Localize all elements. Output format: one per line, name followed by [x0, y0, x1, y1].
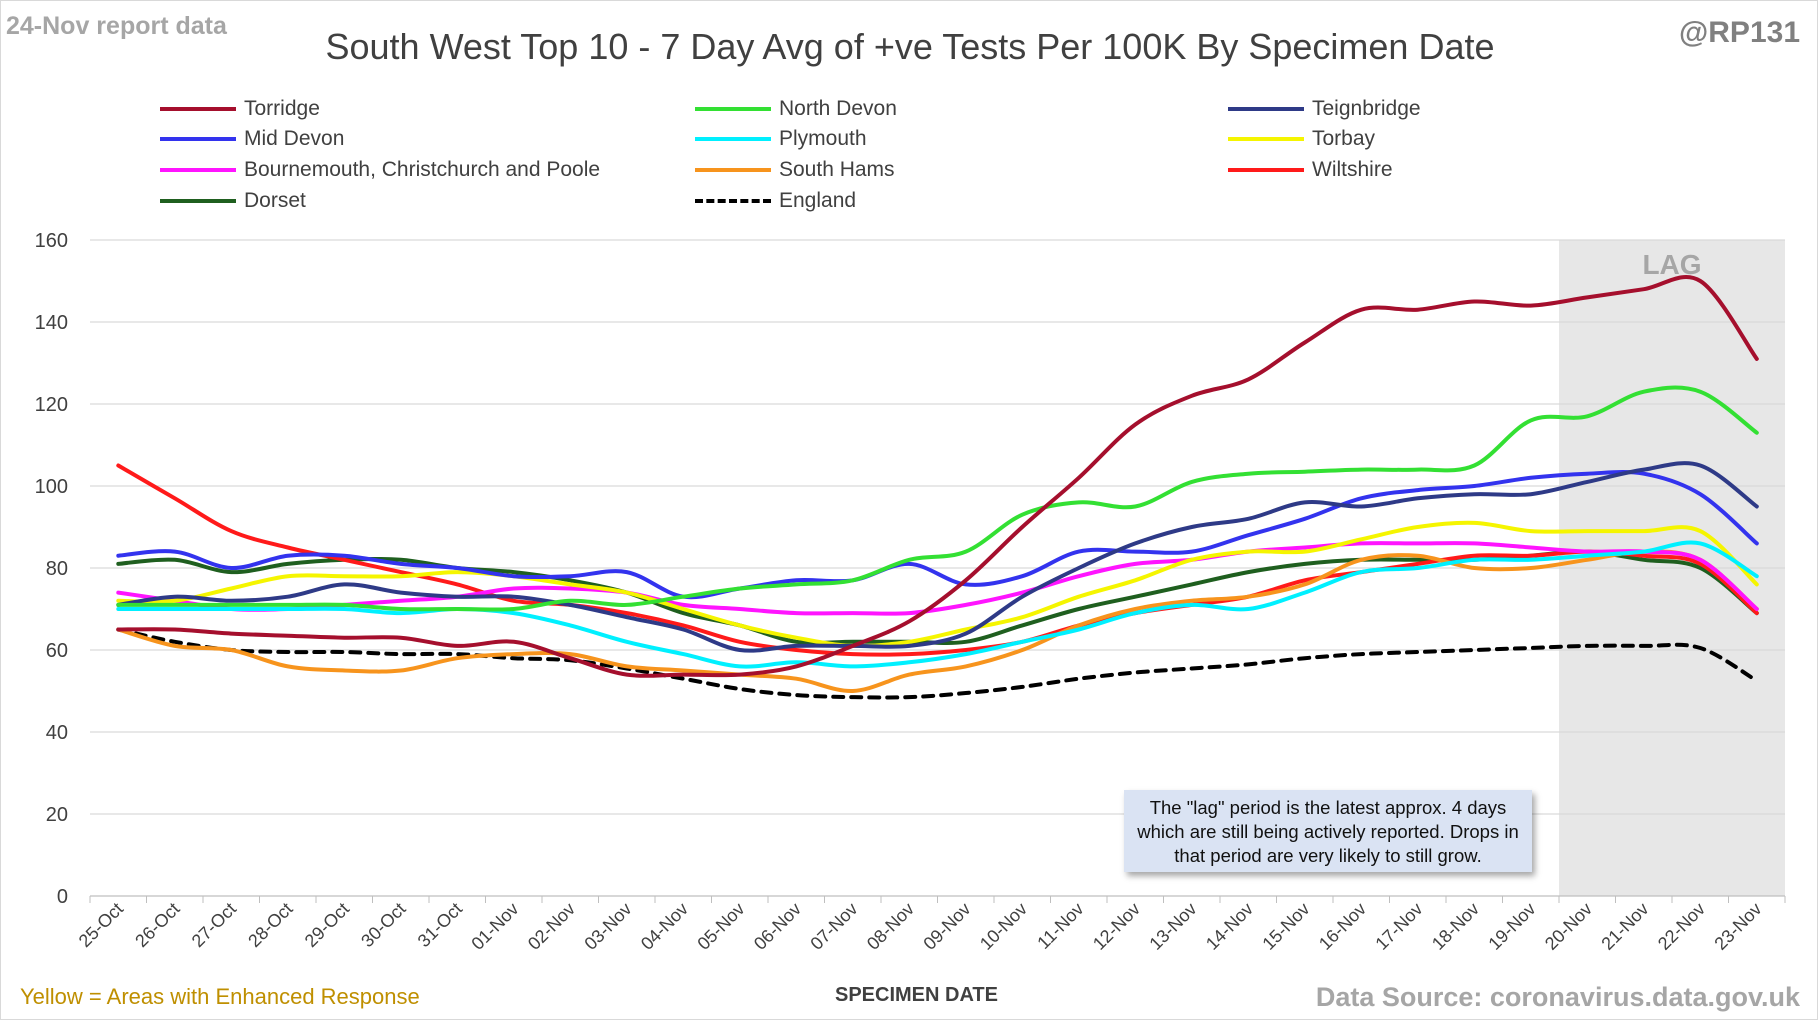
legend-label: Wiltshire	[1312, 158, 1393, 181]
x-tick-label: 31-Oct	[414, 899, 466, 951]
enhanced-response-footnote: Yellow = Areas with Enhanced Response	[20, 984, 420, 1009]
x-tick-label: 09-Nov	[919, 899, 974, 954]
x-tick-label: 05-Nov	[693, 899, 748, 954]
x-tick-label: 11-Nov	[1033, 899, 1087, 953]
y-tick-label: 0	[57, 886, 68, 908]
legend-label: Plymouth	[779, 127, 867, 150]
legend-item-torbay: Torbay	[1228, 126, 1375, 152]
legend-item-north-devon: North Devon	[695, 96, 897, 122]
legend-swatch	[160, 168, 236, 172]
x-tick-label: 07-Nov	[806, 899, 861, 954]
x-tick-label: 08-Nov	[863, 899, 918, 954]
series-line-mid-devon	[116, 470, 1759, 600]
legend-label: South Hams	[779, 158, 895, 181]
chart-title: South West Top 10 - 7 Day Avg of +ve Tes…	[325, 26, 1495, 67]
report-date-label: 24-Nov report data	[6, 12, 227, 40]
legend-item-mid-devon: Mid Devon	[160, 126, 344, 152]
series-line-bournemouth-christchurch-and-poole	[116, 541, 1759, 616]
legend-item-bournemouth-christchurch-and-poole: Bournemouth, Christchurch and Poole	[160, 157, 600, 183]
legend-swatch	[1228, 168, 1304, 172]
legend-swatch	[160, 137, 236, 141]
x-tick-label: 16-Nov	[1315, 899, 1370, 954]
series-line-teignbridge	[116, 461, 1759, 653]
series-line-wiltshire	[116, 463, 1759, 657]
x-tick-label: 17-Nov	[1371, 899, 1426, 954]
x-tick-label: 15-Nov	[1258, 899, 1313, 954]
data-source: Data Source: coronavirus.data.gov.uk	[1315, 982, 1800, 1012]
legend-label: Mid Devon	[244, 127, 345, 150]
x-tick-label: 04-Nov	[637, 899, 692, 954]
x-tick-label: 30-Oct	[357, 899, 409, 951]
lag-note: The "lag" period is the latest approx. 4…	[1124, 790, 1532, 872]
legend-swatch	[160, 199, 236, 203]
series-line-plymouth	[116, 540, 1759, 669]
legend-swatch	[1228, 137, 1304, 141]
x-axis-title: SPECIMEN DATE	[835, 984, 998, 1006]
y-tick-label: 40	[46, 722, 68, 744]
x-tick-label: 01-Nov	[467, 899, 522, 954]
legend-label: Torridge	[244, 97, 320, 120]
legend-label: Dorset	[244, 189, 306, 212]
series-line-torbay	[116, 520, 1759, 649]
x-tick-label: 13-Nov	[1145, 899, 1200, 954]
y-tick-label: 120	[35, 394, 68, 416]
x-tick-label: 18-Nov	[1428, 899, 1483, 954]
author-handle: @RP131	[1679, 16, 1800, 49]
x-tick-label: 23-Nov	[1710, 899, 1765, 954]
y-tick-label: 60	[46, 640, 68, 662]
legend-swatch	[695, 168, 771, 172]
x-tick-label: 25-Oct	[75, 899, 127, 951]
legend-item-south-hams: South Hams	[695, 157, 895, 183]
legend-label: England	[779, 189, 857, 212]
legend-label: North Devon	[779, 97, 897, 120]
x-tick-label: 22-Nov	[1654, 899, 1709, 954]
y-tick-label: 20	[46, 804, 68, 826]
legend-swatch	[160, 107, 236, 111]
x-tick-label: 29-Oct	[301, 899, 353, 951]
x-tick-label: 19-Nov	[1484, 899, 1539, 954]
series-line-north-devon	[116, 385, 1759, 612]
legend-label: Torbay	[1312, 127, 1376, 150]
legend-item-teignbridge: Teignbridge	[1228, 96, 1421, 122]
lag-label: LAG	[1642, 249, 1701, 280]
legend-item-wiltshire: Wiltshire	[1228, 157, 1393, 183]
x-tick-label: 02-Nov	[524, 899, 579, 954]
series-line-torridge	[116, 275, 1759, 678]
y-tick-label: 140	[35, 312, 68, 334]
x-tick-label: 21-Nov	[1597, 899, 1652, 954]
y-tick-label: 100	[35, 476, 68, 498]
x-tick-label: 20-Nov	[1541, 899, 1596, 954]
legend-label: Bournemouth, Christchurch and Poole	[244, 158, 601, 181]
legend-item-england: England	[695, 188, 856, 214]
y-tick-label: 160	[35, 230, 68, 252]
legend-item-torridge: Torridge	[160, 96, 320, 122]
legend-label: Teignbridge	[1312, 97, 1421, 120]
legend-swatch	[695, 107, 771, 111]
legend-swatch	[695, 199, 771, 203]
series-line-south-hams	[116, 549, 1759, 694]
series-line-england	[116, 627, 1759, 700]
x-tick-label: 03-Nov	[580, 899, 635, 954]
legend-swatch	[1228, 107, 1304, 111]
y-tick-label: 80	[46, 558, 68, 580]
x-tick-label: 26-Oct	[131, 899, 183, 951]
x-tick-label: 06-Nov	[750, 899, 805, 954]
x-tick-label: 27-Oct	[188, 899, 240, 951]
x-tick-label: 28-Oct	[244, 899, 296, 951]
legend-item-dorset: Dorset	[160, 188, 306, 214]
legend-item-plymouth: Plymouth	[695, 126, 867, 152]
x-tick-label: 10-Nov	[976, 899, 1031, 954]
x-tick-label: 14-Nov	[1202, 899, 1257, 954]
x-tick-label: 12-Nov	[1089, 899, 1144, 954]
legend-swatch	[695, 137, 771, 141]
